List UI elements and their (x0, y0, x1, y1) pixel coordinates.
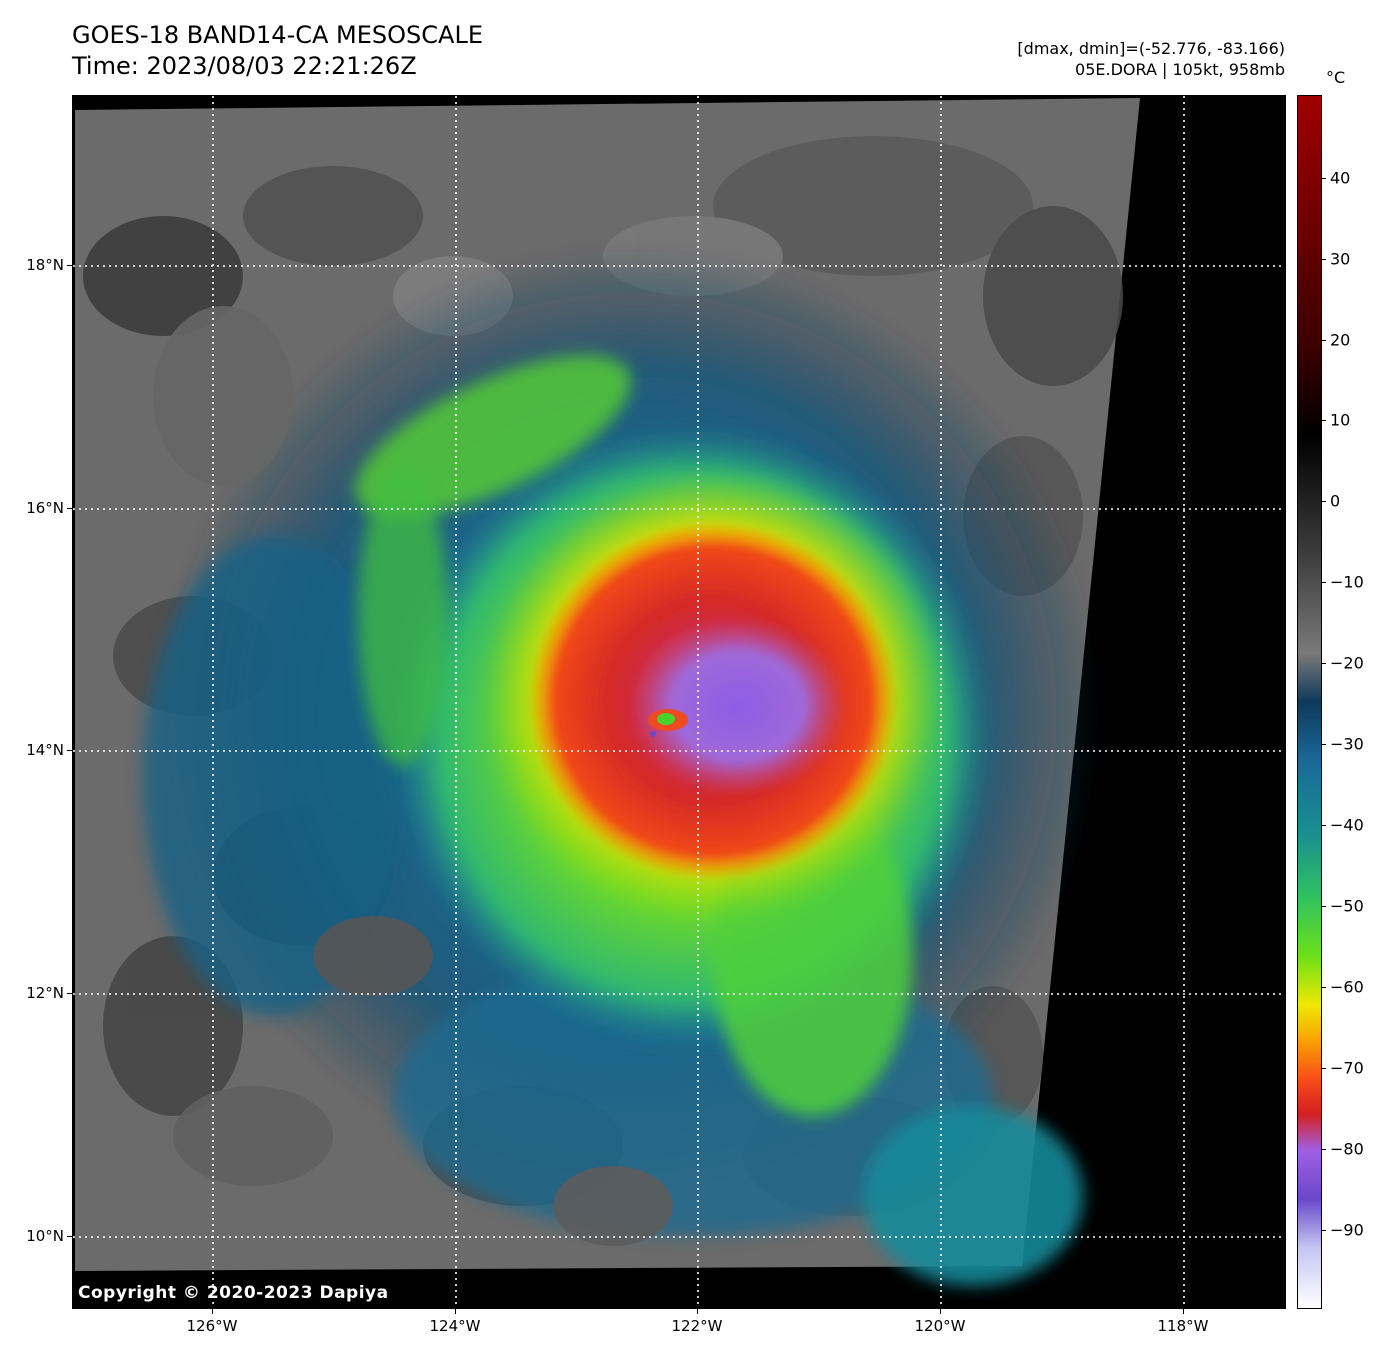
colorbar-label-20: 20 (1330, 330, 1351, 350)
colorbar-tick (1322, 340, 1326, 341)
colorbar-label-minus50: −50 (1330, 896, 1364, 916)
eye-inner (657, 713, 675, 725)
colorbar-tick (1322, 825, 1326, 826)
title-block: GOES-18 BAND14-CA MESOSCALE Time: 2023/0… (72, 20, 483, 82)
x-tick-mark (697, 1309, 698, 1314)
x-tick-label-118w: 118°W (1157, 1317, 1209, 1335)
x-tick-label-126w: 126°W (186, 1317, 238, 1335)
title-product: GOES-18 BAND14-CA MESOSCALE (72, 21, 483, 49)
x-tick-label-122w: 122°W (671, 1317, 723, 1335)
colorbar-label-10: 10 (1330, 410, 1351, 430)
cirrus-west-band (143, 536, 403, 1016)
colorbar-label-minus10: −10 (1330, 572, 1364, 592)
colorbar-label-minus40: −40 (1330, 815, 1364, 835)
colorbar-tick (1322, 178, 1326, 179)
colorbar-label-30: 30 (1330, 249, 1351, 269)
colorbar-tick (1322, 1068, 1326, 1069)
y-tick-label-14n: 14°N (26, 741, 64, 759)
y-tick-label-16n: 16°N (26, 499, 64, 517)
x-tick-label-124w: 124°W (429, 1317, 481, 1335)
title-time: Time: 2023/08/03 22:21:26Z (72, 52, 417, 80)
northwest-rainband (355, 355, 631, 517)
storm-text: 05E.DORA | 105kt, 958mb (1075, 60, 1285, 79)
y-tick-mark (67, 750, 72, 751)
colorbar-label-minus90: −90 (1330, 1220, 1364, 1240)
colorbar-label-minus60: −60 (1330, 977, 1364, 997)
y-tick-label-18n: 18°N (26, 256, 64, 274)
colorbar-label-40: 40 (1330, 168, 1351, 188)
x-tick-mark (212, 1309, 213, 1314)
x-tick-mark (1183, 1309, 1184, 1314)
lat-lon-grid (73, 96, 1285, 1308)
colorbar-label-minus80: −80 (1330, 1139, 1364, 1159)
colorbar-label-0: 0 (1330, 491, 1341, 511)
colorbar-tick (1322, 501, 1326, 502)
colorbar-label-minus70: −70 (1330, 1058, 1364, 1078)
colorbar-tick (1322, 259, 1326, 260)
eye-spot (650, 731, 656, 737)
colorbar-tick (1322, 906, 1326, 907)
colorbar-tick (1322, 420, 1326, 421)
x-tick-label-120w: 120°W (914, 1317, 966, 1335)
colorbar-label-minus30: −30 (1330, 734, 1364, 754)
y-tick-label-10n: 10°N (26, 1227, 64, 1245)
west-rainband (358, 466, 448, 766)
x-tick-mark (455, 1309, 456, 1314)
y-tick-mark (67, 993, 72, 994)
y-tick-mark (67, 265, 72, 266)
colorbar-tick (1322, 1149, 1326, 1150)
colorbar-tick (1322, 582, 1326, 583)
y-tick-mark (67, 508, 72, 509)
range-text: [dmax, dmin]=(-52.776, -83.166) (1017, 39, 1285, 58)
y-tick-mark (67, 1236, 72, 1237)
copyright-notice: Copyright © 2020-2023 Dapiya (78, 1283, 389, 1303)
satellite-image (73, 96, 1285, 1308)
cold-core (628, 616, 848, 796)
info-block: [dmax, dmin]=(-52.776, -83.166) 05E.DORA… (1017, 38, 1285, 80)
x-tick-mark (940, 1309, 941, 1314)
colorbar-tick (1322, 744, 1326, 745)
colorbar-unit: °C (1326, 68, 1346, 87)
colorbar-tick (1322, 1230, 1326, 1231)
colorbar (1297, 95, 1322, 1309)
colorbar-tick (1322, 987, 1326, 988)
satellite-map: Copyright © 2020-2023 Dapiya (72, 95, 1286, 1309)
cirrus-southeast-teal (863, 1106, 1083, 1286)
y-tick-label-12n: 12°N (26, 984, 64, 1002)
colorbar-tick (1322, 663, 1326, 664)
colorbar-label-minus20: −20 (1330, 653, 1364, 673)
